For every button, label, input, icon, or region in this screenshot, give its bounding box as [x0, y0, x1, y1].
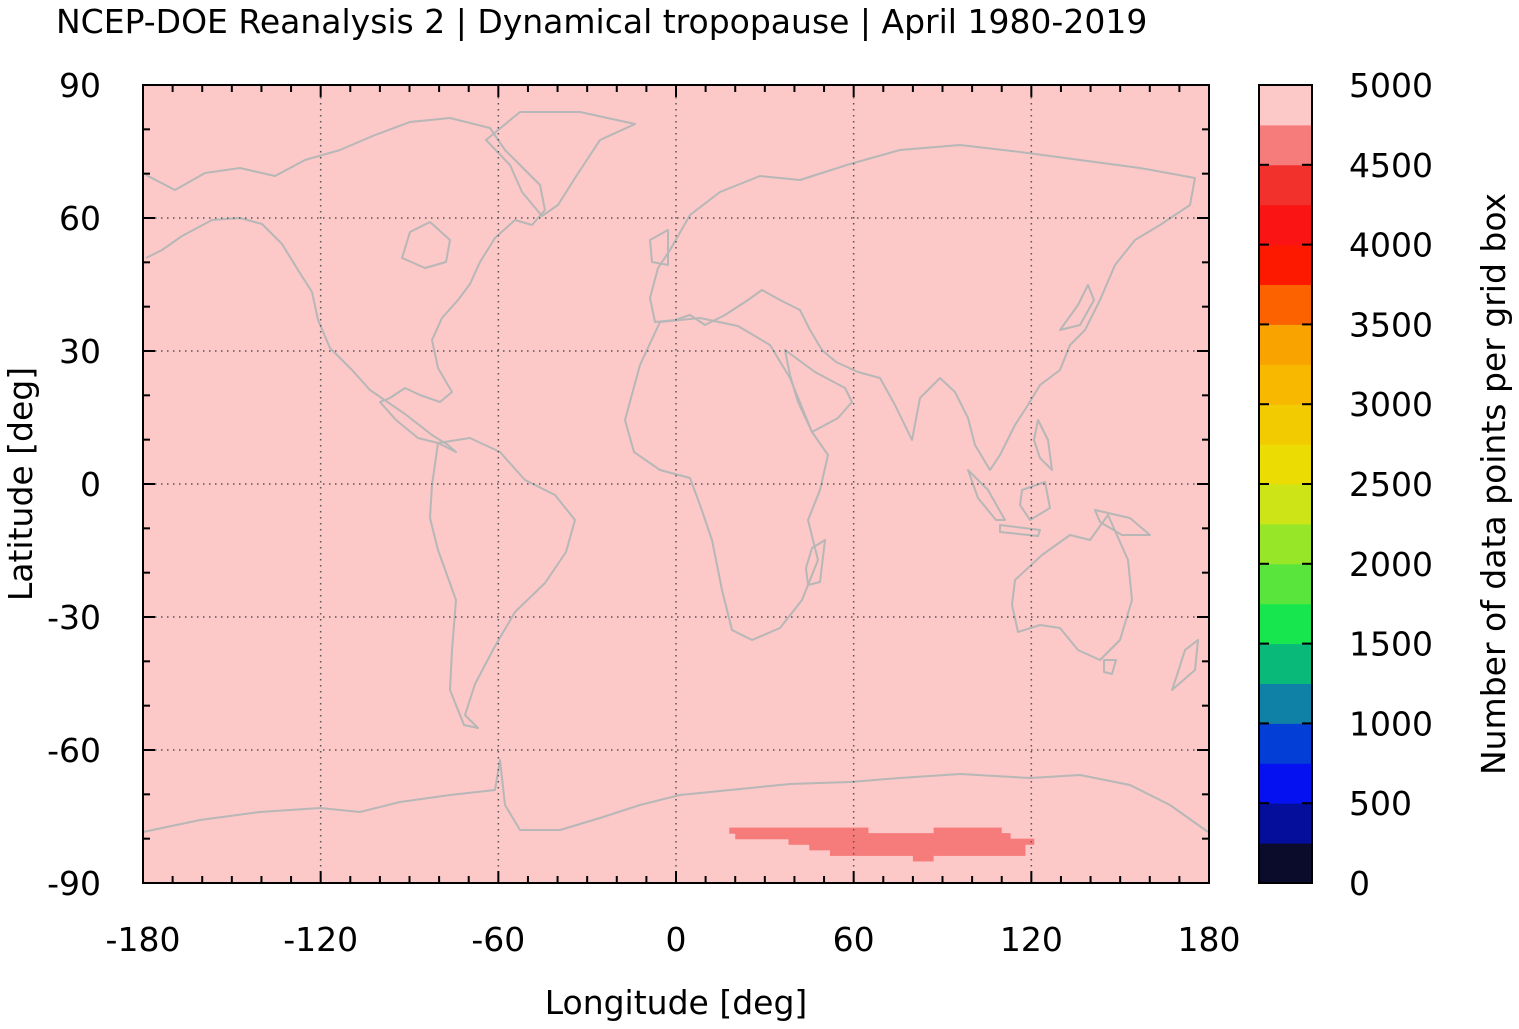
- colorbar-swatch: [1259, 603, 1312, 645]
- colorbar-swatch: [1259, 244, 1312, 285]
- y-tick-label: 90: [59, 66, 101, 105]
- colorbar-swatch: [1259, 444, 1312, 485]
- heatmap-cell-row-6: [912, 855, 934, 862]
- colorbar-swatch: [1259, 723, 1312, 764]
- colorbar-swatch: [1259, 683, 1312, 724]
- colorbar-swatch: [1259, 284, 1312, 325]
- colorbar-swatch: [1259, 364, 1312, 405]
- coastline-philippines: [1033, 419, 1053, 471]
- x-tick-label: -180: [106, 920, 181, 959]
- colorbar-swatch: [1259, 164, 1312, 206]
- x-tick-label: 60: [833, 920, 875, 959]
- colorbar-swatch: [1259, 124, 1312, 166]
- coastline-sumatra: [967, 469, 1006, 521]
- coastline-borneo: [1019, 481, 1051, 521]
- colorbar-swatch: [1259, 204, 1312, 246]
- y-tick-label: 0: [80, 465, 101, 504]
- colorbar-tick-label: 5000: [1349, 66, 1433, 105]
- colorbar-tick-label: 2000: [1349, 545, 1433, 584]
- heatmap-cell-row-4: [809, 844, 1026, 851]
- colorbar-tick-label: 1000: [1349, 704, 1433, 743]
- y-tick-label: -60: [47, 731, 101, 770]
- coastline-eurasia: [649, 144, 1196, 471]
- coastline-new-zealand: [1171, 639, 1199, 691]
- coastline-africa: [624, 317, 829, 641]
- colorbar-tick-label: 0: [1349, 864, 1370, 903]
- colorbar: 5000450040003500300025002000150010005000…: [1258, 66, 1513, 903]
- coastline-hudson-bay: [401, 221, 451, 269]
- y-tick-label: -30: [47, 598, 101, 637]
- coastline-madagascar: [805, 539, 826, 586]
- coastline-british-isles: [649, 229, 669, 266]
- colorbar-swatch: [1259, 523, 1312, 565]
- heatmap-cell-row-0: [729, 827, 869, 834]
- grid-lines: [143, 85, 1209, 883]
- y-tick-label: -90: [47, 864, 101, 903]
- coastline-australia: [1011, 514, 1133, 661]
- colorbar-swatch: [1259, 563, 1312, 605]
- coastline-south-america: [429, 437, 576, 729]
- colorbar-tick-label: 3500: [1349, 305, 1433, 344]
- chart-title: NCEP-DOE Reanalysis 2 | Dynamical tropop…: [56, 2, 1148, 41]
- coastline-java: [999, 524, 1041, 537]
- coastline-antarctica: [142, 759, 1209, 833]
- coastline-greenland: [485, 111, 636, 217]
- colorbar-swatch: [1259, 85, 1312, 126]
- heatmap-cell-row-1: [933, 827, 1002, 834]
- colorbar-swatch: [1259, 643, 1312, 684]
- coastline-tasmania: [1103, 659, 1117, 675]
- x-tick-label: 120: [1000, 920, 1063, 959]
- colorbar-tick-label: 2500: [1349, 465, 1433, 504]
- heatmap-cell-row-5: [829, 849, 1026, 856]
- colorbar-tick-label: 500: [1349, 784, 1412, 823]
- coastline-north-america: [145, 117, 546, 453]
- x-tick-label: 0: [666, 920, 687, 959]
- colorbar-tick-label: 1500: [1349, 625, 1433, 664]
- y-tick-label: 60: [59, 199, 101, 238]
- x-axis-label: Longitude [deg]: [545, 983, 808, 1022]
- x-tick-label: -120: [283, 920, 358, 959]
- colorbar-tick-label: 4000: [1349, 226, 1433, 265]
- colorbar-label: Number of data points per grid box: [1474, 193, 1513, 775]
- coastline-new-guinea: [1094, 509, 1151, 536]
- x-tick-label: 180: [1178, 920, 1241, 959]
- x-tick-label: -60: [471, 920, 525, 959]
- colorbar-tick-label: 3000: [1349, 385, 1433, 424]
- y-tick-label: 30: [59, 332, 101, 371]
- colorbar-swatch: [1259, 404, 1312, 445]
- colorbar-swatch: [1259, 324, 1312, 365]
- coastline-outlines: [142, 111, 1209, 833]
- colorbar-swatch: [1259, 803, 1312, 844]
- heatmap-cell-row-2: [735, 833, 1011, 840]
- y-axis-label: Latitude [deg]: [1, 367, 40, 601]
- heatmap-cell-row-3: [788, 838, 1035, 845]
- colorbar-swatch: [1259, 763, 1312, 804]
- colorbar-swatch: [1259, 843, 1312, 884]
- colorbar-tick-label: 4500: [1349, 146, 1433, 185]
- coastline-japan: [1059, 284, 1095, 331]
- axes: -180 -120 -60 0 60 120 180 90 60 30 0 -30 -60 -90 Long…: [1, 66, 1241, 1022]
- colorbar-swatch: [1259, 484, 1312, 525]
